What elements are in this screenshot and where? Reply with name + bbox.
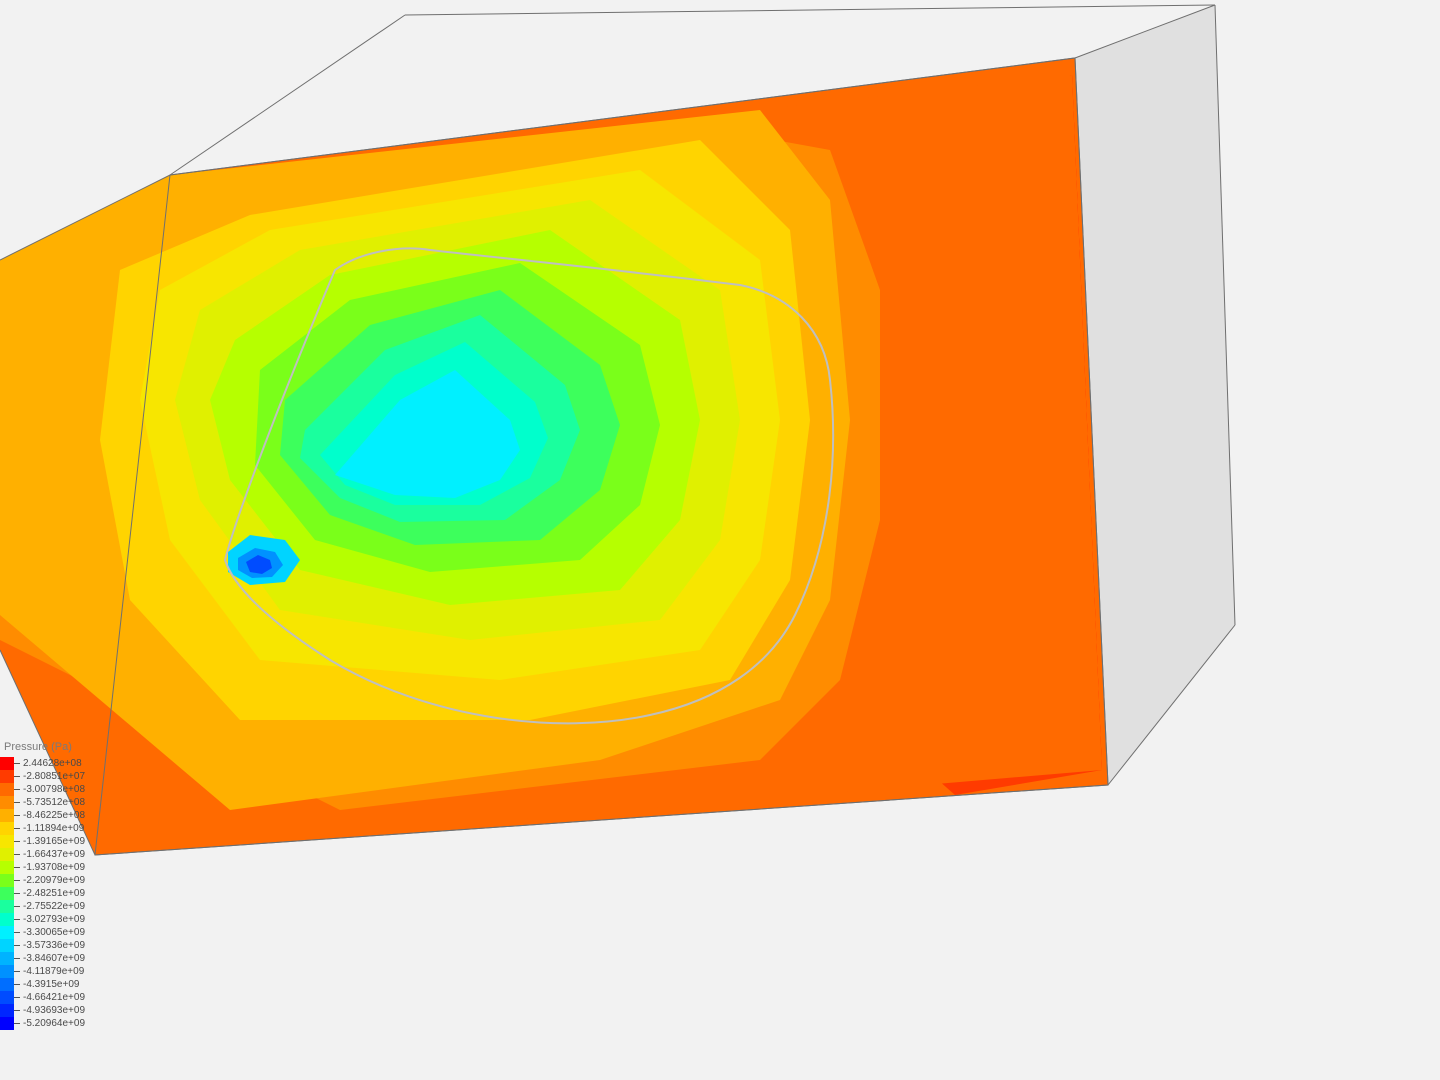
legend-swatch <box>0 874 14 887</box>
legend-swatch <box>0 913 14 926</box>
legend-value: -1.66437e+09 <box>23 849 85 860</box>
legend-value: -3.57336e+09 <box>23 940 85 951</box>
legend-value: -3.84607e+09 <box>23 953 85 964</box>
legend-value: -4.11879e+09 <box>23 966 84 977</box>
legend-tick <box>14 776 20 777</box>
legend-rows: 2.44628e+08 -2.80851e+07 -3.00798e+08 -5.73… <box>0 757 85 1030</box>
legend-value: -8.46225e+08 <box>23 810 85 821</box>
legend-row: 2.44628e+08 <box>0 757 85 770</box>
legend-row: -1.93708e+09 <box>0 861 85 874</box>
legend-title: Pressure (Pa) <box>4 741 85 753</box>
legend-swatch <box>0 965 14 978</box>
legend-tick <box>14 854 20 855</box>
legend-row: -4.3915e+09 <box>0 978 85 991</box>
legend-row: -2.75522e+09 <box>0 900 85 913</box>
legend-value: -4.3915e+09 <box>23 979 79 990</box>
legend-row: -1.11894e+09 <box>0 822 85 835</box>
legend-tick <box>14 984 20 985</box>
legend-tick <box>14 802 20 803</box>
legend-value: -3.00798e+08 <box>23 784 85 795</box>
legend-swatch <box>0 926 14 939</box>
legend-tick <box>14 841 20 842</box>
legend-row: -3.02793e+09 <box>0 913 85 926</box>
legend-swatch <box>0 809 14 822</box>
legend-value: -3.30065e+09 <box>23 927 85 938</box>
legend-swatch <box>0 900 14 913</box>
legend-value: -4.66421e+09 <box>23 992 85 1003</box>
legend-row: -4.93693e+09 <box>0 1004 85 1017</box>
legend-swatch <box>0 861 14 874</box>
legend-row: -3.84607e+09 <box>0 952 85 965</box>
legend-value: -5.20964e+09 <box>23 1018 85 1029</box>
legend-value: -2.20979e+09 <box>23 875 85 886</box>
legend-tick <box>14 945 20 946</box>
legend-row: -3.57336e+09 <box>0 939 85 952</box>
legend-row: -4.11879e+09 <box>0 965 85 978</box>
legend-tick <box>14 789 20 790</box>
legend-swatch <box>0 991 14 1004</box>
legend-swatch <box>0 939 14 952</box>
legend-row: -3.30065e+09 <box>0 926 85 939</box>
legend-swatch <box>0 757 14 770</box>
legend-tick <box>14 932 20 933</box>
legend-tick <box>14 867 20 868</box>
legend-swatch <box>0 783 14 796</box>
legend-swatch <box>0 770 14 783</box>
legend-value: -2.80851e+07 <box>23 771 85 782</box>
legend-row: -2.20979e+09 <box>0 874 85 887</box>
legend-row: -1.66437e+09 <box>0 848 85 861</box>
pressure-contours <box>0 58 1108 855</box>
legend-swatch <box>0 822 14 835</box>
legend-value: -1.39165e+09 <box>23 836 85 847</box>
legend-swatch <box>0 1004 14 1017</box>
legend-tick <box>14 893 20 894</box>
legend-row: -8.46225e+08 <box>0 809 85 822</box>
legend-row: -5.73512e+08 <box>0 796 85 809</box>
legend-value: -4.93693e+09 <box>23 1005 85 1016</box>
legend-tick <box>14 997 20 998</box>
legend-value: -3.02793e+09 <box>23 914 85 925</box>
legend-swatch <box>0 1017 14 1030</box>
simulation-canvas[interactable] <box>0 0 1440 1080</box>
legend-tick <box>14 958 20 959</box>
legend-swatch <box>0 835 14 848</box>
legend-tick <box>14 971 20 972</box>
legend-value: -1.93708e+09 <box>23 862 85 873</box>
legend-swatch <box>0 952 14 965</box>
legend-tick <box>14 880 20 881</box>
simulation-viewport: Pressure (Pa) 2.44628e+08 -2.80851e+07 -3.… <box>0 0 1440 1080</box>
legend-swatch <box>0 887 14 900</box>
legend-swatch <box>0 796 14 809</box>
legend-swatch <box>0 978 14 991</box>
legend-tick <box>14 1023 20 1024</box>
color-legend: Pressure (Pa) 2.44628e+08 -2.80851e+07 -3.… <box>0 741 85 1030</box>
legend-tick <box>14 815 20 816</box>
legend-value: 2.44628e+08 <box>23 758 82 769</box>
legend-row: -2.80851e+07 <box>0 770 85 783</box>
legend-tick <box>14 919 20 920</box>
legend-value: -2.48251e+09 <box>23 888 85 899</box>
legend-row: -5.20964e+09 <box>0 1017 85 1030</box>
legend-row: -4.66421e+09 <box>0 991 85 1004</box>
legend-tick <box>14 1010 20 1011</box>
legend-tick <box>14 828 20 829</box>
legend-tick <box>14 906 20 907</box>
legend-row: -1.39165e+09 <box>0 835 85 848</box>
legend-tick <box>14 763 20 764</box>
legend-row: -2.48251e+09 <box>0 887 85 900</box>
legend-swatch <box>0 848 14 861</box>
legend-value: -2.75522e+09 <box>23 901 85 912</box>
legend-value: -1.11894e+09 <box>23 823 84 834</box>
legend-row: -3.00798e+08 <box>0 783 85 796</box>
legend-value: -5.73512e+08 <box>23 797 85 808</box>
